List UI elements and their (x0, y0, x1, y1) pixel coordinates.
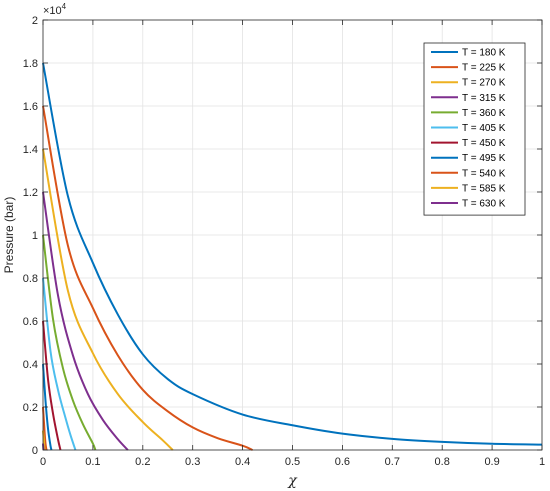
x-tick-label: 0.5 (285, 456, 300, 468)
x-tick-label: 0.9 (484, 456, 499, 468)
legend-entry: T = 315 K (462, 93, 506, 104)
series-line (42, 148, 174, 451)
y-tick-label: 0.4 (23, 359, 38, 371)
y-tick-label: 0.2 (23, 402, 38, 414)
series-line (42, 320, 62, 451)
legend-entry: T = 585 K (462, 183, 506, 194)
y-tick-label: 0.8 (23, 273, 38, 285)
legend-box (423, 42, 526, 216)
x-tick-label: 0.6 (335, 456, 350, 468)
series-line (42, 62, 543, 446)
x-tick-label: 1 (539, 456, 545, 468)
series-layer (42, 62, 543, 451)
legend-entry: T = 630 K (462, 199, 506, 210)
legend-entry: T = 180 K (462, 48, 506, 59)
y-tick-label: 1 (32, 230, 38, 242)
y-tick-label: 0.6 (23, 316, 38, 328)
series-line (42, 406, 48, 451)
x-axis-label: χ (287, 473, 298, 489)
legend: T = 180 K T = 225 K T = 270 K T = 315 K T = … (423, 42, 526, 216)
y-exponent-label: ×104 (43, 2, 67, 17)
legend-entry: T = 225 K (462, 63, 506, 74)
legend-entry: T = 405 K (462, 123, 506, 134)
legend-entry: T = 540 K (462, 168, 506, 179)
series-line (42, 277, 77, 451)
legend-entry: T = 270 K (462, 78, 506, 89)
legend-entry: T = 495 K (462, 153, 506, 164)
y-axis-label: Pressure (bar) (2, 197, 16, 274)
x-tick-label: 0 (40, 456, 46, 468)
x-tick-label: 0.8 (435, 456, 450, 468)
x-tick-label: 0.7 (385, 456, 400, 468)
series-line (42, 234, 97, 451)
x-tick-label: 0.1 (85, 456, 100, 468)
y-tick-label: 1.6 (23, 101, 38, 113)
ticks: 0 0.1 0.2 0.3 0.4 0.5 0.6 0.7 0.8 0.9 1 0 0.2 0.4 0.6 0… (23, 15, 545, 468)
y-tick-label: 1.2 (23, 187, 38, 199)
y-tick-label: 0 (32, 445, 38, 457)
y-tick-label: 1.4 (23, 144, 38, 156)
y-exponent-power: 4 (62, 2, 67, 11)
y-tick-label: 2 (32, 15, 38, 27)
series-line (42, 191, 129, 451)
legend-entry: T = 450 K (462, 138, 506, 149)
series-line (42, 363, 53, 451)
x-tick-label: 0.4 (235, 456, 250, 468)
y-tick-label: 1.8 (23, 58, 38, 70)
x-tick-label: 0.3 (185, 456, 200, 468)
y-exponent-base: ×10 (43, 5, 62, 17)
legend-entry: T = 360 K (462, 108, 506, 119)
x-tick-label: 0.2 (135, 456, 150, 468)
series-line (42, 105, 253, 451)
